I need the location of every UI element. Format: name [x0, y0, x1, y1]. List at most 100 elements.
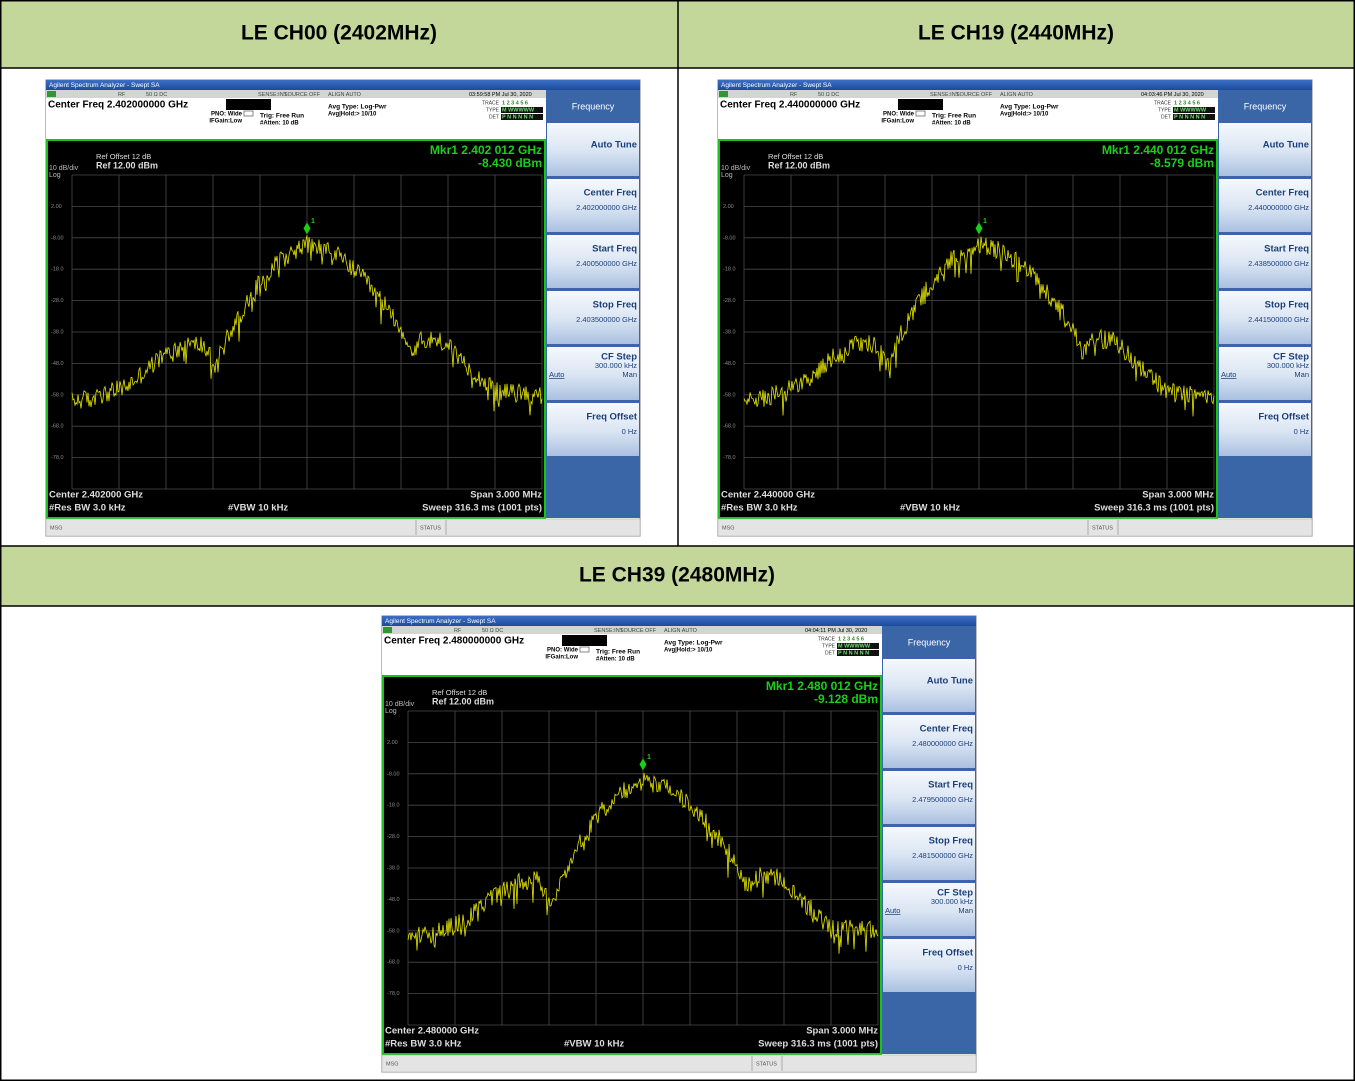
marker-level: -9.128 dBm [814, 692, 878, 706]
title-bar [382, 616, 976, 626]
status-text: SOURCE OFF [284, 92, 321, 98]
message-bar [717, 518, 1313, 537]
footer-text: Span 3.000 MHz [1142, 490, 1214, 501]
footer-text: Sweep 316.3 ms (1001 pts) [1094, 503, 1214, 514]
scale-type: Log [721, 172, 733, 179]
trace-row-box [1173, 107, 1215, 113]
softkey-value: 0 Hz [622, 427, 638, 436]
y-axis-label: 2.00 [51, 204, 62, 210]
trace-row-label: TRACE [818, 636, 836, 642]
pno-icon [579, 646, 590, 653]
softkey [547, 179, 639, 232]
footer-text: #Res BW 3.0 kHz [385, 1039, 462, 1050]
status-row [46, 90, 546, 98]
y-axis-label: -38.0 [51, 329, 64, 335]
message-bar [381, 1054, 977, 1073]
y-axis-label: -28.0 [387, 834, 400, 840]
softkey-value: 300.000 kHz [931, 897, 973, 906]
lxi-icon [47, 91, 56, 97]
plot-area [382, 675, 882, 1055]
softkey-value: 0 Hz [958, 963, 974, 972]
setting: Avg|Hold:> 10/10 [1000, 112, 1049, 118]
message-bar [45, 518, 641, 537]
analyzer-screenshot: Agilent Spectrum Analyzer - Swept SA RF 50… [381, 615, 977, 1073]
trace-row-value: P N N N N N [502, 114, 533, 120]
ref-level: Ref 12.00 dBm [96, 160, 158, 170]
trace-row-label: DET [489, 114, 499, 120]
analyzer-screenshot: Agilent Spectrum Analyzer - Swept SA RF 50… [45, 79, 641, 537]
y-axis-label: -48.0 [51, 361, 64, 367]
status-text: SOURCE OFF [620, 628, 657, 634]
marker-freq: Mkr1 2.480 012 GHz [766, 679, 878, 693]
plot-area [46, 139, 546, 519]
y-axis-label: -38.0 [723, 329, 736, 335]
softkey-label: Freq Offset [922, 948, 974, 959]
softkey-label: Center Freq [584, 188, 638, 199]
y-axis-label: -28.0 [723, 298, 736, 304]
softkey [883, 883, 975, 936]
pno-icon [243, 110, 254, 117]
y-axis-label: -8.00 [51, 235, 64, 241]
footer-text: #VBW 10 kHz [228, 503, 288, 514]
status-label: STATUS [1092, 525, 1113, 531]
center-freq-tail [898, 99, 943, 110]
cell-heading: LE CH39 (2480MHz) [579, 564, 775, 587]
setting: PNO: Wide [547, 648, 579, 654]
trace-row-box [501, 100, 543, 106]
msg-label: MSG [386, 1061, 399, 1067]
trace-row-label: TRACE [1154, 100, 1172, 106]
softkey-label: Center Freq [920, 724, 974, 735]
status-text: 50 Ω DC [818, 92, 839, 98]
center-freq: Center Freq 2.402000000 GHz [48, 100, 188, 111]
trace-row-label: TYPE [486, 107, 500, 113]
trace-row-box [837, 650, 879, 656]
setting: Trig: Free Run [260, 113, 304, 120]
timestamp: 03:59:58 PM Jul 30, 2020 [469, 92, 532, 98]
softkey [1219, 123, 1311, 176]
trace-row-box [1173, 100, 1215, 106]
footer-text: Sweep 316.3 ms (1001 pts) [758, 1039, 878, 1050]
softkey-label: Stop Freq [1265, 300, 1310, 311]
softkey [1219, 347, 1311, 400]
softkey-value: 300.000 kHz [595, 361, 637, 370]
softkey [883, 659, 975, 712]
softkey [547, 123, 639, 176]
marker-id: 1 [983, 218, 987, 225]
status-text: 50 Ω DC [146, 92, 167, 98]
y-axis-label: -68.0 [723, 424, 736, 430]
setting: #Atten: 10 dB [596, 657, 635, 663]
setting: IFGain:Low [209, 119, 242, 125]
menu-title: Frequency [572, 101, 615, 111]
marker-diamond [639, 758, 647, 771]
header-row [0, 546, 1355, 606]
y-axis-label: -8.00 [723, 235, 736, 241]
softkey [883, 827, 975, 880]
softkey-label: Auto Tune [1263, 140, 1309, 151]
trace-row-box [501, 107, 543, 113]
scale: 10 dB/div [49, 165, 79, 172]
y-axis-label: -18.0 [387, 803, 400, 809]
y-axis-label: -8.00 [387, 771, 400, 777]
marker-id: 1 [647, 754, 651, 761]
softkey-label: Auto Tune [591, 140, 637, 151]
softkey-value: 2.479500000 GHz [912, 795, 973, 804]
trace-row-label: DET [825, 650, 835, 656]
softkey [547, 403, 639, 456]
softkey-option: Auto [885, 906, 900, 915]
center-freq-tail [226, 99, 271, 110]
softkey-label: Stop Freq [593, 300, 638, 311]
softkey-label: Center Freq [1256, 188, 1310, 199]
footer-text: Sweep 316.3 ms (1001 pts) [422, 503, 542, 514]
trace-row-box [837, 636, 879, 642]
footer-text: #VBW 10 kHz [564, 1039, 624, 1050]
trace-row-box [1173, 114, 1215, 120]
ref-offset: Ref Offset 12 dB [96, 152, 151, 161]
softkey-value: 2.402000000 GHz [576, 203, 637, 212]
scale: 10 dB/div [721, 165, 751, 172]
scale: 10 dB/div [385, 701, 415, 708]
softkey-value: 2.481500000 GHz [912, 851, 973, 860]
menu-title: Frequency [908, 637, 951, 647]
y-axis-label: -58.0 [723, 392, 736, 398]
trace-row-box [501, 114, 543, 120]
